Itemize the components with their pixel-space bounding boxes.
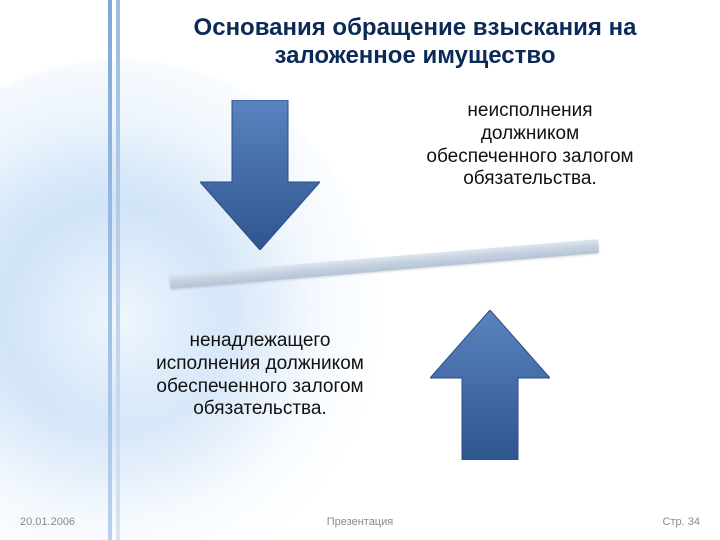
footer-center: Презентация xyxy=(0,516,720,528)
background-shell xyxy=(0,60,380,540)
arrow-down-icon xyxy=(200,100,320,250)
grounds-text-1: неисполнения должником обеспеченного зал… xyxy=(420,100,640,191)
vertical-accent-line-2 xyxy=(116,0,120,540)
vertical-accent-line-1 xyxy=(108,0,112,540)
slide-title: Основания обращение взыскания на заложен… xyxy=(140,14,690,69)
grounds-text-2: ненадлежащего исполнения должником обесп… xyxy=(150,330,370,421)
slide: Основания обращение взыскания на заложен… xyxy=(0,0,720,540)
arrow-up-icon xyxy=(430,310,550,460)
footer-page: Стр. 34 xyxy=(663,516,700,528)
